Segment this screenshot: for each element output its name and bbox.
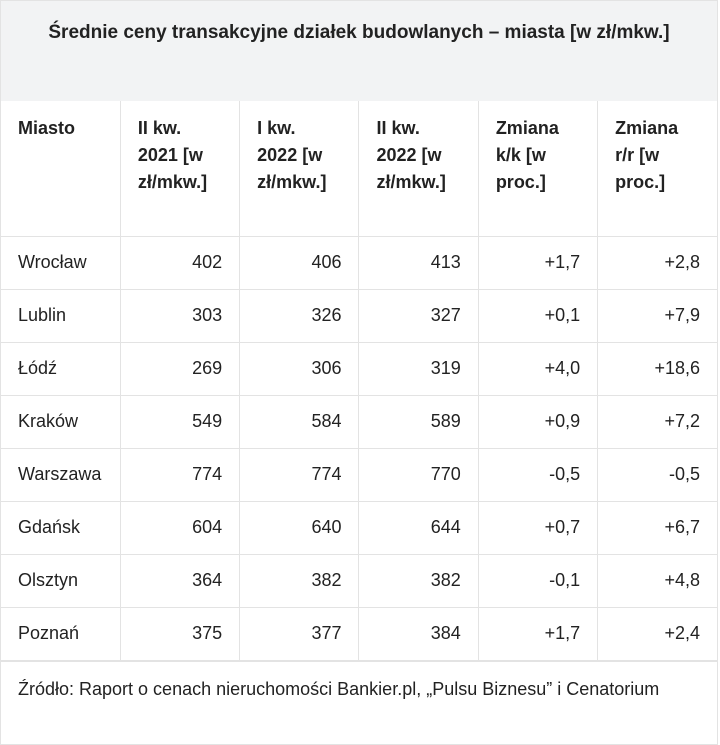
value-cell: 402 [119,235,241,290]
table-body: Wrocław 402 406 413 +1,7 +2,8 Lublin 303 326 327 +… [1,235,717,661]
table-row: Gdańsk 604 640 644 +0,7 +6,7 [1,500,717,555]
value-cell: 303 [119,288,241,343]
value-cell: 604 [119,500,241,555]
column-header-text: II kw. 2022 [w zł/mkw.] [376,118,446,192]
value-cell: +0,9 [477,394,599,449]
value-cell: +18,6 [597,341,717,396]
value-cell: 413 [358,235,479,290]
value-cell: +0,7 [477,500,599,555]
value-cell: 375 [119,606,241,661]
value-cell: +7,2 [597,394,717,449]
value-cell: +1,7 [477,606,599,661]
column-header-text: I kw. 2022 [w zł/mkw.] [257,118,327,192]
value-cell: 319 [358,341,479,396]
table-row: Lublin 303 326 327 +0,1 +7,9 [1,288,717,343]
column-header: II kw. 2022 [w zł/mkw.] [358,101,479,237]
value-cell: 326 [239,288,360,343]
table-row: Kraków 549 584 589 +0,9 +7,2 [1,394,717,449]
value-cell: -0,5 [477,447,599,502]
column-header-text: II kw. 2021 [w zł/mkw.] [137,118,208,192]
city-cell: Wrocław [1,235,121,290]
value-cell: 384 [358,606,479,661]
table-row: Poznań 375 377 384 +1,7 +2,4 [1,606,717,661]
table-row: Łódź 269 306 319 +4,0 +18,6 [1,341,717,396]
city-cell: Olsztyn [1,553,121,608]
column-header-text: Miasto [18,118,76,138]
table-title: Średnie ceny transakcyjne działek budowl… [1,1,717,101]
value-cell: 306 [239,341,360,396]
value-cell: 364 [119,553,241,608]
value-cell: 382 [358,553,479,608]
value-cell: +2,8 [597,235,717,290]
value-cell: +2,4 [597,606,717,661]
column-header: I kw. 2022 [w zł/mkw.] [239,101,360,237]
source-note: Źródło: Raport o cenach nieruchomości Ba… [1,660,717,744]
value-cell: 377 [239,606,360,661]
value-cell: 774 [119,447,241,502]
value-cell: +4,0 [477,341,599,396]
value-cell: +4,8 [597,553,717,608]
value-cell: 774 [239,447,360,502]
value-cell: 382 [239,553,360,608]
value-cell: 269 [119,341,241,396]
value-cell: +7,9 [597,288,717,343]
value-cell: 589 [358,394,479,449]
city-cell: Lublin [1,288,121,343]
value-cell: 770 [358,447,479,502]
city-cell: Kraków [1,394,121,449]
value-cell: -0,1 [477,553,599,608]
city-cell: Warszawa [1,447,121,502]
table-row: Olsztyn 364 382 382 -0,1 +4,8 [1,553,717,608]
value-cell: +0,1 [477,288,599,343]
city-cell: Gdańsk [1,500,121,555]
header-row: Miasto II kw. 2021 [w zł/mkw.] I kw. 2022 … [1,101,717,237]
value-cell: +6,7 [597,500,717,555]
value-cell: 584 [239,394,360,449]
value-cell: 644 [358,500,479,555]
value-cell: 640 [239,500,360,555]
table-row: Warszawa 774 774 770 -0,5 -0,5 [1,447,717,502]
city-cell: Łódź [1,341,121,396]
column-header: Zmiana r/r [w proc.] [597,101,717,237]
column-header: II kw. 2021 [w zł/mkw.] [119,101,241,237]
column-header: Miasto [1,101,121,237]
column-header-text: Zmiana k/k [w proc.] [495,118,559,192]
column-header-text: Zmiana r/r [w proc.] [615,118,679,192]
column-header: Zmiana k/k [w proc.] [477,101,599,237]
value-cell: -0,5 [597,447,717,502]
value-cell: 406 [239,235,360,290]
data-table: Miasto II kw. 2021 [w zł/mkw.] I kw. 2022 … [1,101,717,661]
value-cell: 549 [119,394,241,449]
value-cell: +1,7 [477,235,599,290]
value-cell: 327 [358,288,479,343]
table-row: Wrocław 402 406 413 +1,7 +2,8 [1,235,717,290]
city-cell: Poznań [1,606,121,661]
